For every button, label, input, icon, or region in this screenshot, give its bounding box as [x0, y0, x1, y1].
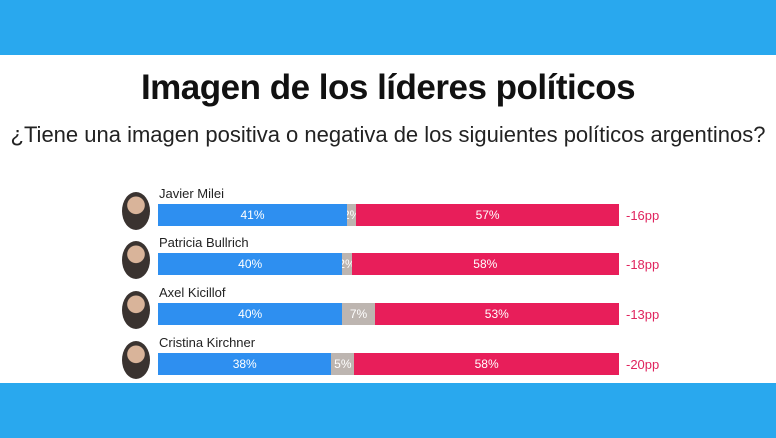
difference-label: -18pp	[626, 257, 660, 272]
chart-row: Patricia Bullrich 40%2%58% -18pp	[0, 235, 776, 291]
neutral-segment: 7%	[342, 303, 375, 325]
negative-segment: 58%	[354, 353, 619, 375]
difference-label: -16pp	[626, 208, 660, 223]
politician-photo	[122, 291, 150, 329]
positive-segment: 38%	[158, 353, 332, 375]
neutral-segment: 2%	[342, 253, 352, 275]
difference-label: -13pp	[626, 307, 660, 322]
top-band	[0, 0, 776, 55]
difference-label: -20pp	[626, 357, 660, 372]
politician-photo	[122, 241, 150, 279]
politician-photo	[122, 341, 150, 379]
chart-row: Cristina Kirchner 38% 5% 58% -20pp	[0, 335, 776, 391]
neutral-segment: 5%	[331, 353, 355, 375]
negative-segment: 58%	[351, 253, 619, 275]
category-label: Cristina Kirchner	[159, 335, 256, 350]
stacked-bar: 40%2%58%	[158, 253, 619, 275]
category-label: Javier Milei	[159, 186, 225, 201]
chart-subtitle: ¿Tiene una imagen positiva o negativa de…	[10, 122, 766, 147]
chart-row: Axel Kicillof 40% 7% 53% -13pp	[0, 285, 776, 341]
positive-segment: 40%	[158, 253, 343, 275]
stacked-bar: 41%2%57%	[158, 204, 619, 226]
category-label: Patricia Bullrich	[159, 235, 249, 250]
negative-segment: 57%	[356, 204, 619, 226]
positive-segment: 41%	[158, 204, 347, 226]
politician-photo	[122, 192, 150, 230]
chart-row: Javier Milei 41%2%57% -16pp	[0, 186, 776, 242]
chart-title: Imagen de los líderes políticos	[140, 68, 636, 107]
stacked-bar: 38% 5% 58%	[158, 353, 619, 375]
positive-segment: 40%	[158, 303, 343, 325]
stacked-bar: 40% 7% 53%	[158, 303, 619, 325]
neutral-segment: 2%	[347, 204, 357, 226]
category-label: Axel Kicillof	[159, 285, 226, 300]
negative-segment: 53%	[374, 303, 619, 325]
bottom-band	[0, 383, 776, 438]
